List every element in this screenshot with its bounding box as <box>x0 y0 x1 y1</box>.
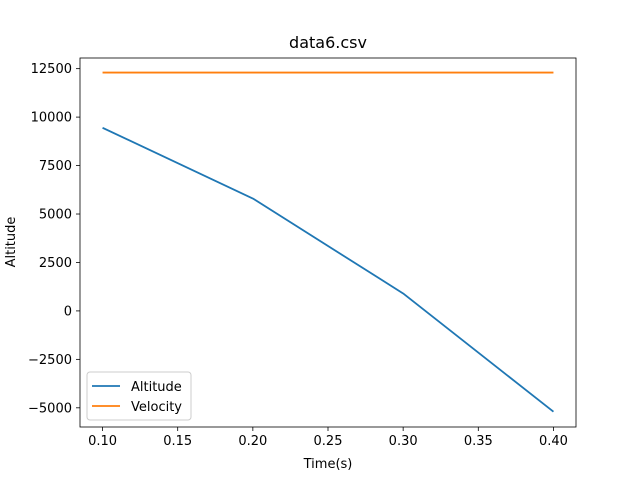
x-tick-label: 0.10 <box>88 434 117 449</box>
y-tick-label: −5000 <box>28 401 72 416</box>
legend-label-velocity: Velocity <box>131 400 182 415</box>
series-line-altitude <box>102 126 555 413</box>
y-tick-label: 7500 <box>39 159 72 174</box>
chart-title: data6.csv <box>289 33 367 52</box>
legend: Altitude Velocity <box>86 371 192 421</box>
legend-box <box>86 371 192 421</box>
y-tick-label: 2500 <box>39 256 72 271</box>
legend-label-altitude: Altitude <box>131 380 182 395</box>
y-axis-label: Altitude <box>4 217 19 268</box>
x-tick-label: 0.15 <box>163 434 192 449</box>
x-tick-label: 0.35 <box>464 434 493 449</box>
x-axis-label: Time(s) <box>303 457 353 472</box>
x-tick-label: 0.30 <box>389 434 418 449</box>
x-axis: 0.10 0.15 0.20 0.25 0.30 0.35 0.40 <box>88 427 568 449</box>
y-tick-label: −2500 <box>28 353 72 368</box>
x-tick-label: 0.25 <box>314 434 343 449</box>
y-tick-label: 10000 <box>31 111 72 126</box>
y-tick-label: 5000 <box>39 208 72 223</box>
y-tick-label: 12500 <box>31 62 72 77</box>
y-axis: −5000 −2500 0 2500 5000 7500 10000 12500 <box>28 62 80 416</box>
x-tick-label: 0.20 <box>238 434 267 449</box>
series-layer <box>102 71 555 413</box>
x-tick-label: 0.40 <box>539 434 568 449</box>
y-tick-label: 0 <box>64 304 72 319</box>
